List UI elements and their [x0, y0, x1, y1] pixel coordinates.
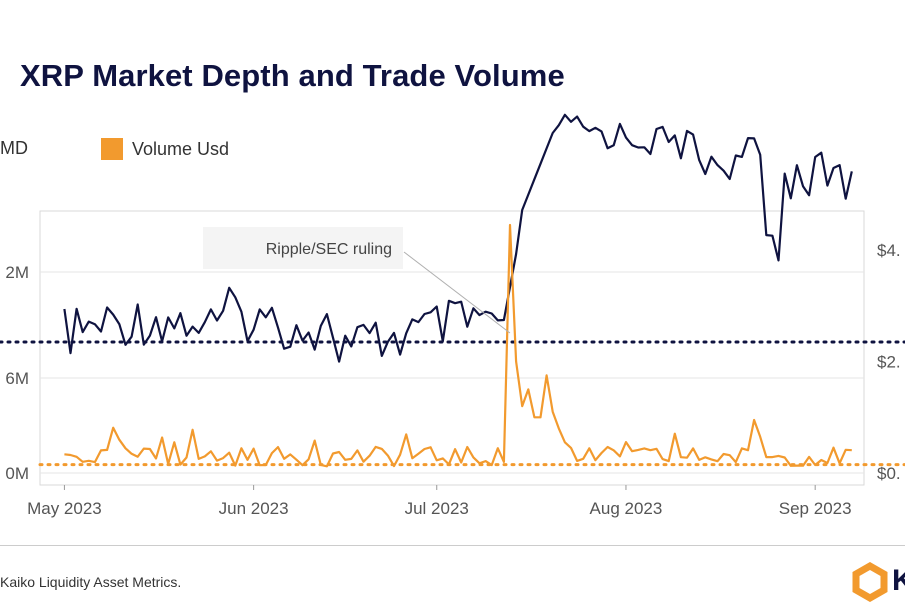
- y-left-tick-label: 6M: [5, 369, 29, 388]
- legend-volume-swatch: [101, 138, 123, 160]
- y-left-tick-label: 0M: [5, 464, 29, 483]
- kaiko-logo-icon: [852, 562, 888, 602]
- legend-item-volume[interactable]: Volume Usd: [101, 138, 229, 160]
- chart-title: XRP Market Depth and Trade Volume: [20, 58, 565, 93]
- source-note: Kaiko Liquidity Asset Metrics.: [0, 574, 182, 590]
- series-line-md: [63, 113, 853, 363]
- x-tick-label: Aug 2023: [590, 499, 663, 518]
- x-tick-label: May 2023: [27, 499, 102, 518]
- annotation-leader: [403, 251, 511, 334]
- plot-frame: [39, 210, 865, 486]
- legend-volume-label: Volume Usd: [132, 138, 230, 159]
- market-depth-volume-chart: 2M 6M 0M $0. $2. $4. May 2023 Jun 2023 Jul 2023 A…: [0, 113, 905, 518]
- series-line-volume: [64, 223, 852, 468]
- x-tick-label: Jun 2023: [219, 499, 289, 518]
- legend-depth-label: MD: [0, 138, 28, 158]
- x-tick-label: Sep 2023: [779, 499, 852, 518]
- annotation-label: Ripple/SEC ruling: [266, 241, 392, 258]
- annotation-box: [203, 227, 403, 269]
- y-left-tick-label: 2M: [5, 263, 29, 282]
- y-right-tick-label: $0.: [877, 464, 901, 483]
- chart-legend: MD Volume Usd: [0, 138, 905, 164]
- y-right-tick-label: $2.: [877, 353, 901, 372]
- x-tick-label: Jul 2023: [405, 499, 469, 518]
- footer-divider: [0, 545, 905, 546]
- legend-item-depth[interactable]: MD: [0, 138, 28, 159]
- kaiko-logo-text: K: [892, 564, 905, 597]
- kaiko-logo: K: [848, 562, 905, 602]
- y-right-tick-label: $4.: [877, 241, 901, 260]
